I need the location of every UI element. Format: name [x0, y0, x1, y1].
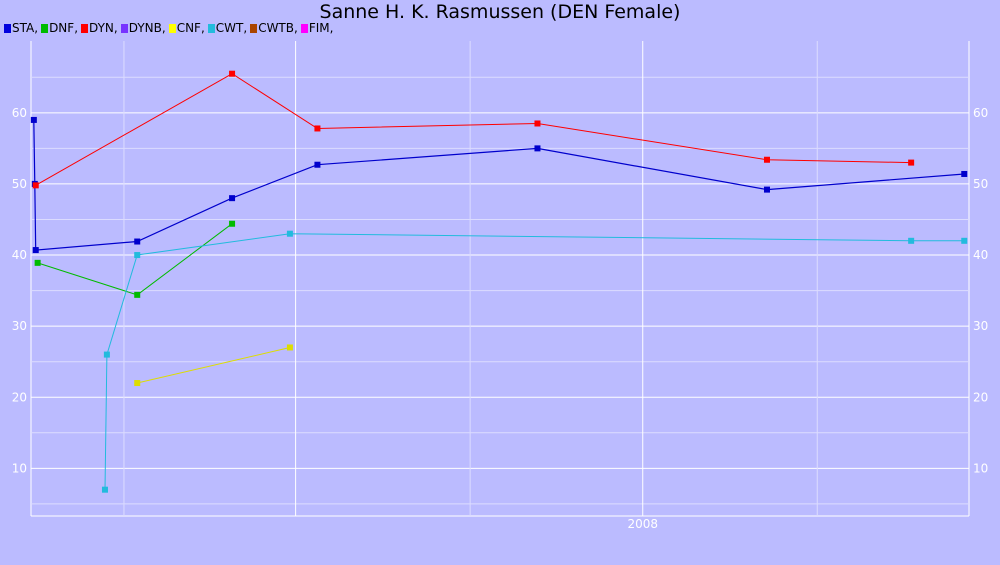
data-point-sta	[314, 161, 321, 168]
data-point-dyn	[229, 70, 236, 77]
legend-separator: ,	[200, 21, 205, 35]
legend-separator: ,	[243, 21, 248, 35]
legend-separator: ,	[161, 21, 166, 35]
data-point-dnf	[34, 259, 41, 266]
legend-label: CWT	[215, 21, 244, 35]
data-point-sta	[534, 145, 541, 152]
legend-swatch	[168, 23, 176, 33]
data-point-sta	[763, 186, 770, 193]
data-point-sta	[32, 247, 39, 254]
legend-swatch	[4, 23, 11, 33]
data-point-sta	[229, 195, 236, 202]
data-point-cnf	[134, 380, 141, 387]
data-point-cwt	[908, 237, 915, 244]
data-point-cwt	[961, 237, 968, 244]
y-tick-label-right: 20	[973, 390, 988, 404]
legend-item-cwt: CWT,	[207, 21, 248, 35]
y-tick-label-right: 10	[973, 461, 988, 475]
series-line-dyn	[35, 73, 912, 186]
data-point-sta	[134, 238, 141, 245]
series-line-sta	[33, 119, 965, 251]
data-point-dyn	[534, 120, 541, 127]
chart-title: Sanne H. K. Rasmussen (DEN Female)	[319, 1, 681, 23]
legend-item-cnf: CNF,	[168, 21, 205, 35]
legend-swatch	[300, 23, 308, 33]
legend-item-dyn: DYN,	[81, 21, 118, 35]
legend-label: CWTB	[258, 21, 294, 35]
data-point-sta	[961, 170, 968, 177]
legend-label: STA	[12, 21, 35, 35]
y-tick-label-left: 10	[12, 461, 27, 475]
y-tick-label-right: 60	[973, 106, 988, 120]
legend: STA, DNF, DYN, DYNB, CNF, CWT, CWTB, FIM,	[4, 20, 336, 36]
legend-label: DNF	[49, 21, 75, 35]
legend-separator: ,	[74, 21, 79, 35]
data-point-cwt	[103, 351, 110, 358]
legend-swatch	[41, 23, 49, 33]
y-tick-label-left: 20	[12, 390, 27, 404]
legend-separator: ,	[34, 21, 39, 35]
series-line-cwt	[104, 233, 965, 490]
legend-swatch	[81, 23, 89, 33]
series-line-cnf	[137, 347, 291, 384]
data-point-cwt	[286, 230, 293, 237]
legend-item-sta: STA,	[4, 21, 38, 35]
x-tick-label: 2008	[627, 517, 658, 531]
data-point-sta	[30, 116, 37, 123]
y-tick-label-left: 30	[12, 319, 27, 333]
data-point-dnf	[134, 291, 141, 298]
legend-item-fim: FIM,	[300, 21, 334, 35]
legend-label: CNF	[176, 21, 201, 35]
y-tick-label-left: 60	[12, 106, 27, 120]
data-point-dyn	[314, 125, 321, 132]
legend-label: DYN	[89, 21, 114, 35]
legend-label: FIM	[308, 21, 330, 35]
legend-item-dynb: DYNB,	[120, 21, 166, 35]
legend-label: DYNB	[128, 21, 162, 35]
y-tick-label-right: 30	[973, 319, 988, 333]
legend-separator: ,	[329, 21, 334, 35]
legend-separator: ,	[294, 21, 298, 35]
y-tick-label-right: 50	[973, 177, 988, 191]
legend-item-cwtb: CWTB,	[250, 21, 298, 35]
data-point-cnf	[286, 344, 293, 351]
y-tick-label-right: 40	[973, 248, 988, 262]
legend-separator: ,	[113, 21, 118, 35]
data-point-dnf	[229, 220, 236, 227]
y-tick-label-left: 50	[12, 177, 27, 191]
legend-swatch	[207, 23, 215, 33]
legend-swatch	[250, 23, 258, 33]
data-point-dyn	[763, 156, 770, 163]
y-tick-label-left: 40	[12, 248, 27, 262]
data-point-cwt	[101, 486, 108, 493]
legend-item-dnf: DNF,	[41, 21, 78, 35]
data-point-dyn	[908, 159, 915, 166]
legend-swatch	[120, 23, 128, 33]
data-point-cwt	[134, 252, 141, 259]
series-line-dnf	[37, 223, 233, 296]
data-point-dyn	[32, 182, 39, 189]
